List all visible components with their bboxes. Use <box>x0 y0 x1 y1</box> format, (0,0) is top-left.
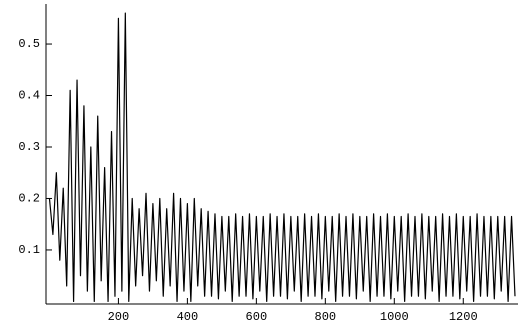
x-tick-label: 400 <box>177 310 199 324</box>
y-tick-label: 0.1 <box>18 243 40 257</box>
y-tick-label: 0.4 <box>18 89 40 103</box>
y-tick-label: 0.3 <box>18 140 40 154</box>
data-line <box>48 12 516 303</box>
x-tick-label: 200 <box>108 310 130 324</box>
x-tick-label: 600 <box>246 310 268 324</box>
y-tick-label: 0.2 <box>18 192 40 206</box>
y-tick-label: 0.5 <box>18 37 40 51</box>
x-tick-label: 800 <box>315 310 337 324</box>
x-tick-label: 1200 <box>449 310 478 324</box>
x-tick-label: 1000 <box>380 310 409 324</box>
